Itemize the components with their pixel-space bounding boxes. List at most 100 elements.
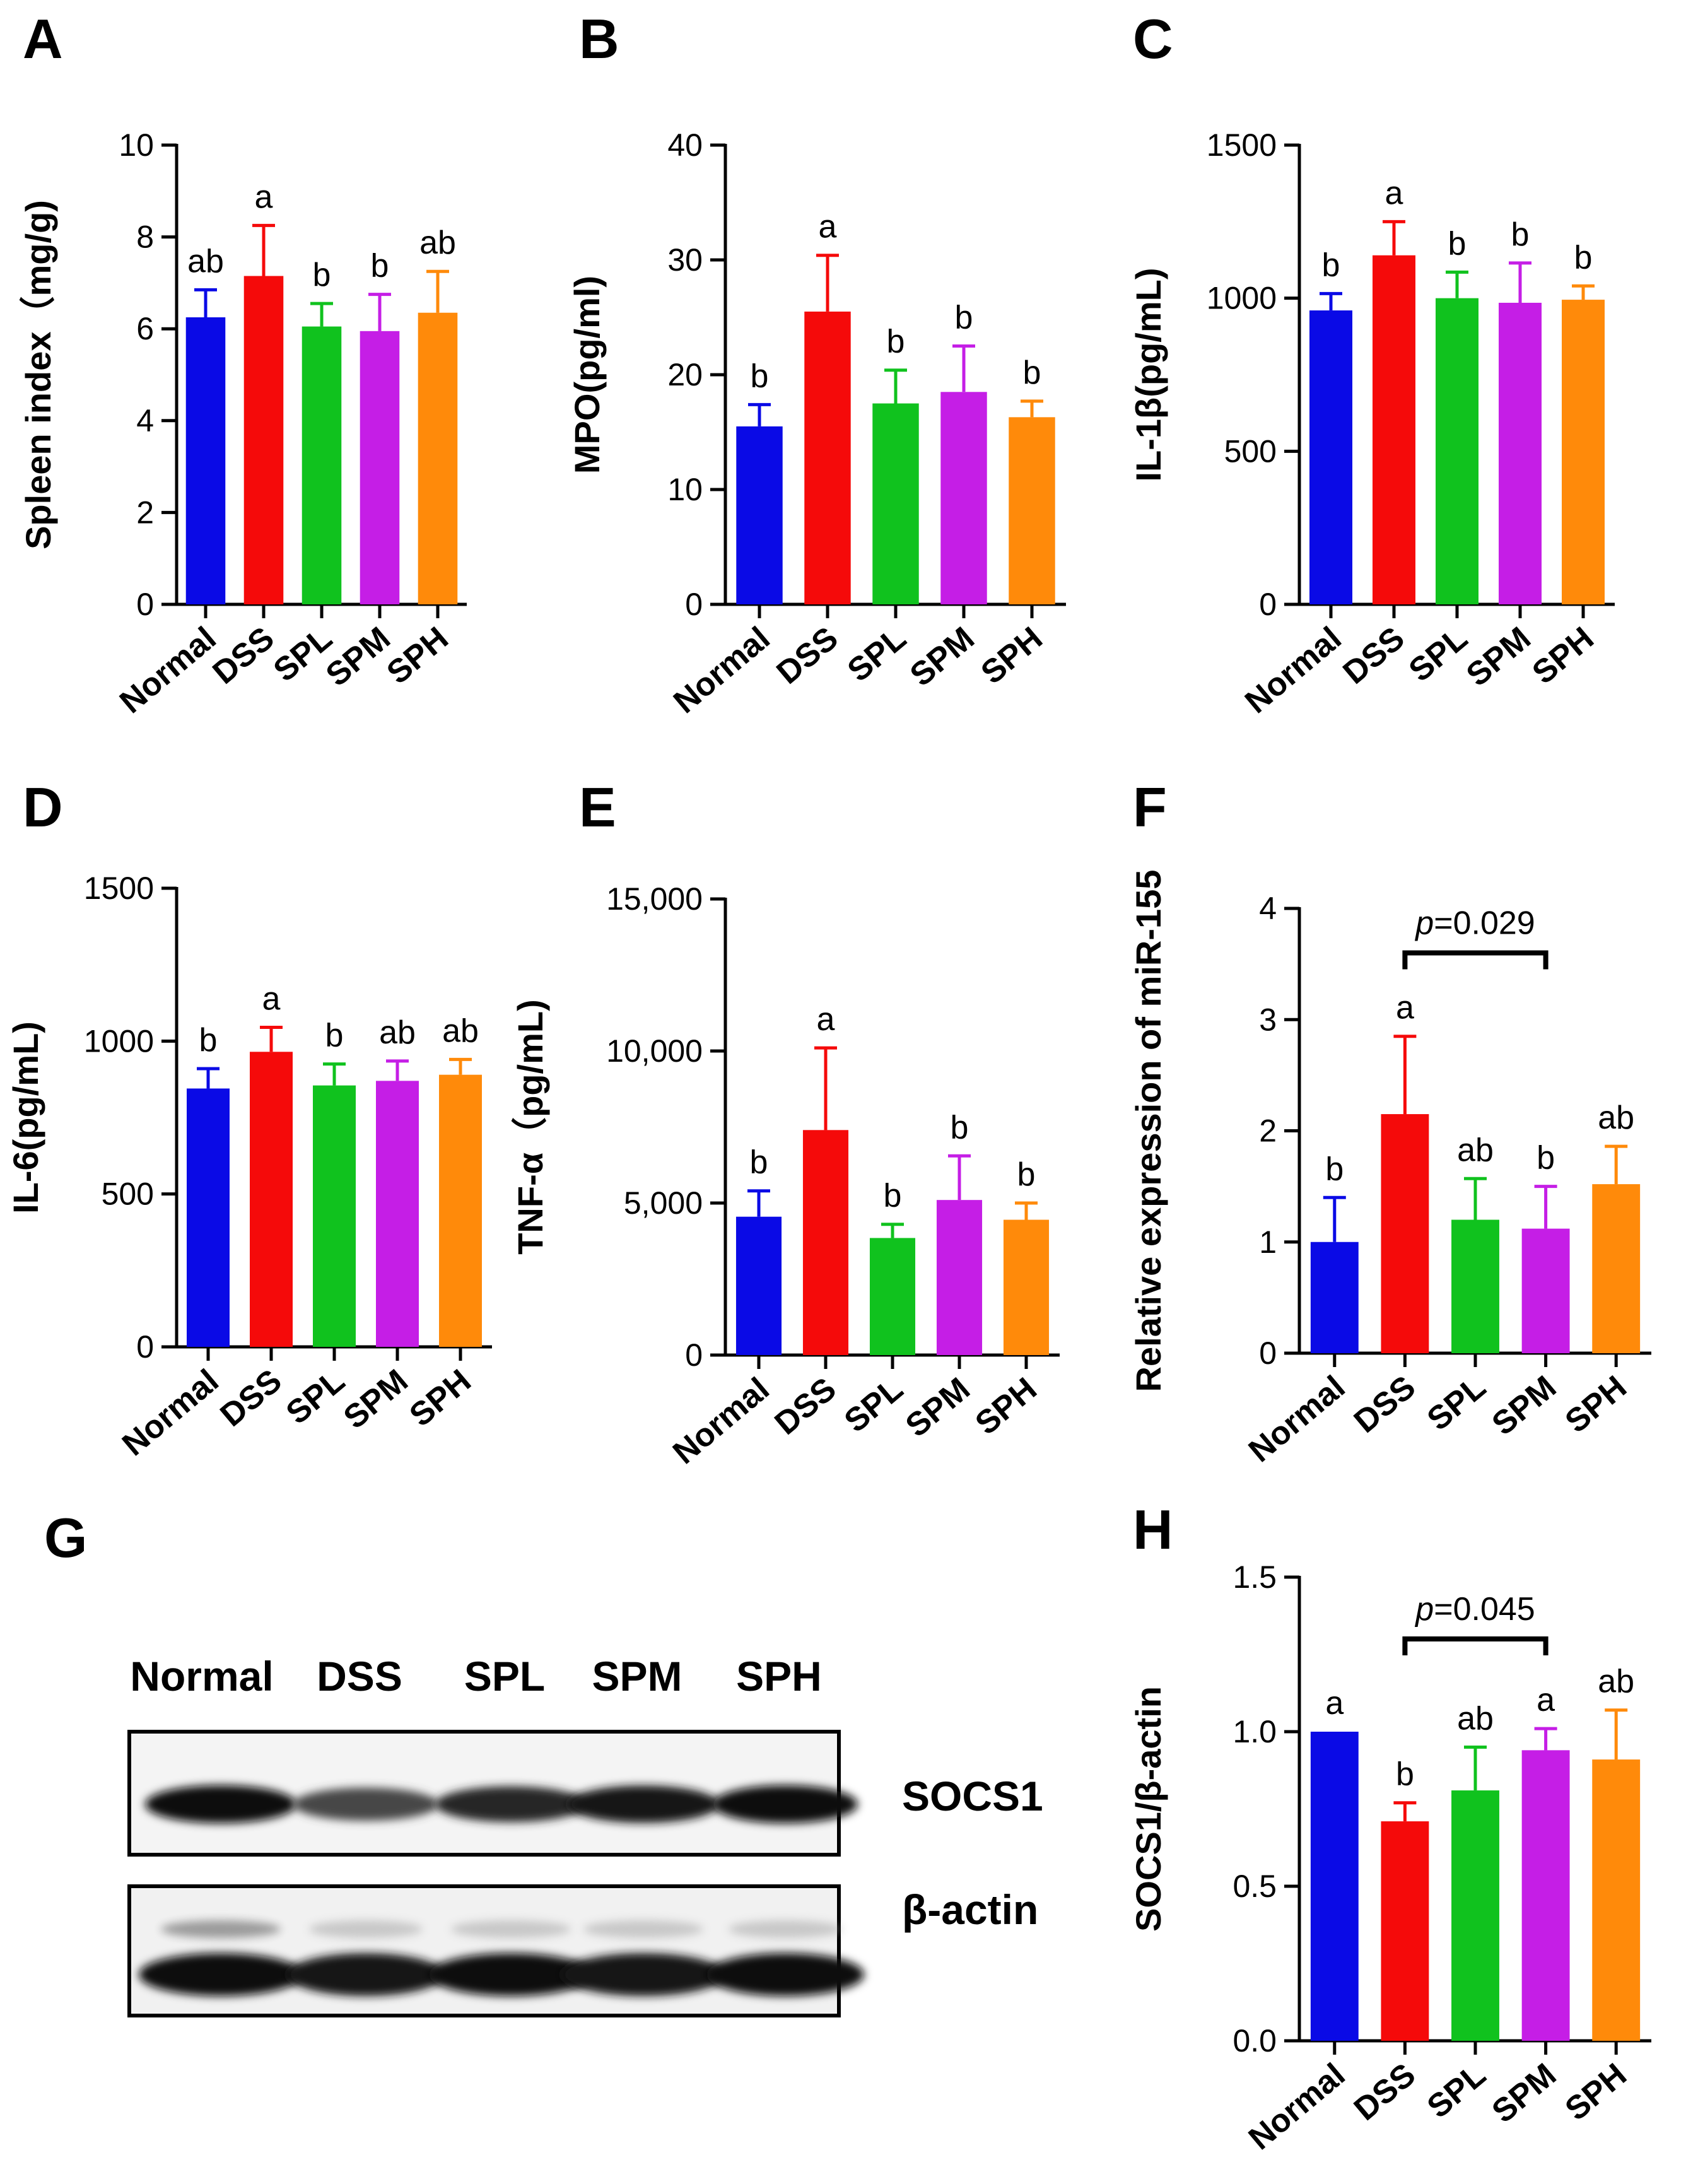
- y-tick-label: 10,000: [606, 1033, 703, 1069]
- significance-letter: ab: [379, 1014, 416, 1051]
- significance-letter: ab: [442, 1013, 479, 1049]
- y-tick-label: 1500: [84, 871, 154, 906]
- category-label: SPM: [899, 1371, 977, 1445]
- significance-letter: b: [1396, 1756, 1414, 1793]
- bar-normal: [1310, 1732, 1359, 2041]
- panel-letter: D: [23, 776, 63, 838]
- significance-letter: b: [199, 1022, 218, 1059]
- significance-letter: b: [884, 1178, 902, 1214]
- category-label: DSS: [1347, 1369, 1422, 1440]
- category-label: SPL: [1402, 620, 1475, 689]
- bar-dss: [243, 276, 284, 605]
- actin-blot-box: [127, 1884, 841, 2017]
- y-tick-label: 1.5: [1233, 1559, 1277, 1595]
- bar-spl: [1436, 298, 1478, 604]
- bar-spl: [313, 1085, 356, 1347]
- significance-letter: b: [1325, 1151, 1344, 1187]
- socs1-band: [713, 1785, 858, 1824]
- significance-letter: b: [887, 324, 905, 360]
- actin-band: [706, 1953, 864, 1996]
- significance-letter: b: [951, 1109, 969, 1146]
- bar-dss: [250, 1052, 293, 1347]
- significance-letter: a: [1396, 990, 1414, 1026]
- panel-letter: G: [44, 1506, 87, 1569]
- category-label: SPH: [969, 1371, 1044, 1442]
- panel-f: F 0 1 2 3 4 Relative expression of miR-155 b Nor…: [1128, 776, 1651, 1469]
- y-tick-label: 10: [667, 472, 703, 507]
- bar-spl: [302, 326, 342, 604]
- significance-letter: b: [1537, 1140, 1555, 1177]
- bar-spm: [940, 392, 987, 604]
- panel-letter: E: [579, 776, 616, 838]
- category-label: SPM: [1460, 620, 1538, 694]
- category-label: SPH: [975, 620, 1050, 691]
- significance-letter: a: [1537, 1682, 1555, 1718]
- category-label: SPH: [403, 1363, 478, 1434]
- category-label: DSS: [1347, 2057, 1422, 2128]
- bar-normal: [187, 1088, 230, 1347]
- significance-letter: a: [255, 179, 273, 215]
- y-tick-label: 0: [136, 1329, 154, 1365]
- p-value-label: p=0.045: [1414, 1591, 1535, 1628]
- bar-spm: [376, 1081, 419, 1347]
- category-label: SPH: [380, 620, 455, 691]
- protein-label-socs1: SOCS1: [902, 1773, 1043, 1819]
- significance-letter: ab: [187, 243, 224, 279]
- actin-upper-band: [729, 1920, 842, 1938]
- lane-label: SPL: [464, 1653, 545, 1700]
- lane-label: SPM: [592, 1653, 682, 1700]
- y-tick-label: 1500: [1207, 127, 1277, 163]
- significance-letter: ab: [1457, 1701, 1494, 1737]
- significance-letter: a: [262, 981, 281, 1018]
- significance-letter: b: [313, 257, 331, 293]
- socs1-band: [293, 1787, 438, 1821]
- y-tick-label: 500: [102, 1177, 154, 1212]
- significance-letter: ab: [1598, 1664, 1634, 1700]
- actin-band: [429, 1953, 593, 1996]
- bar-dss: [804, 311, 851, 604]
- category-label: SPM: [903, 620, 981, 694]
- bar-dss: [802, 1130, 849, 1355]
- bar-sph: [418, 312, 458, 604]
- comparison-bracket: [1402, 950, 1549, 970]
- category-label: Normal: [113, 620, 223, 721]
- y-axis-title: Relative expression of miR-155: [1128, 870, 1168, 1392]
- category-label: SPM: [319, 620, 397, 694]
- significance-letter: ab: [1457, 1132, 1494, 1168]
- y-axis-title: Spleen index（mg/g): [18, 200, 58, 549]
- y-tick-label: 2: [136, 495, 154, 530]
- y-tick-label: 4: [1259, 891, 1277, 926]
- bar-sph: [1003, 1219, 1050, 1355]
- y-tick-label: 0: [1259, 1336, 1277, 1371]
- bar-normal: [1310, 1242, 1359, 1353]
- category-label: SPM: [1485, 2057, 1564, 2130]
- y-tick-label: 3: [1259, 1002, 1277, 1037]
- y-tick-label: 0: [685, 587, 703, 622]
- y-tick-label: 40: [667, 127, 703, 163]
- significance-letter: b: [751, 358, 769, 394]
- panel-letter: B: [579, 8, 619, 70]
- category-label: Normal: [1242, 2057, 1352, 2158]
- bar-sph: [1592, 1759, 1641, 2041]
- y-tick-label: 1: [1259, 1224, 1277, 1260]
- y-tick-label: 0: [136, 587, 154, 622]
- p-value: =0.029: [1434, 905, 1535, 942]
- lane-label: DSS: [317, 1653, 402, 1700]
- actin-band: [139, 1953, 303, 1996]
- panel-h: H 0.0 0.5 1.0 1.5 SOCS1/β-actin a Normal b DSS ab S…: [1128, 1498, 1651, 2157]
- significance-letter: b: [1017, 1156, 1036, 1193]
- y-tick-label: 1000: [84, 1023, 154, 1059]
- bar-spm: [936, 1200, 983, 1355]
- significance-letter: a: [1325, 1685, 1344, 1722]
- y-axis-title: IL-6(pg/mL): [6, 1021, 45, 1214]
- panel-letter: H: [1133, 1498, 1173, 1561]
- y-axis-title: TNF-α（pg/mL): [510, 999, 550, 1255]
- category-label: SPL: [838, 1371, 910, 1440]
- y-tick-label: 15,000: [606, 881, 703, 917]
- bar-dss: [1381, 1114, 1429, 1353]
- significance-letter: ab: [419, 225, 456, 261]
- significance-letter: b: [955, 300, 973, 336]
- socs1-band: [435, 1786, 587, 1823]
- category-label: SPL: [1420, 2057, 1493, 2125]
